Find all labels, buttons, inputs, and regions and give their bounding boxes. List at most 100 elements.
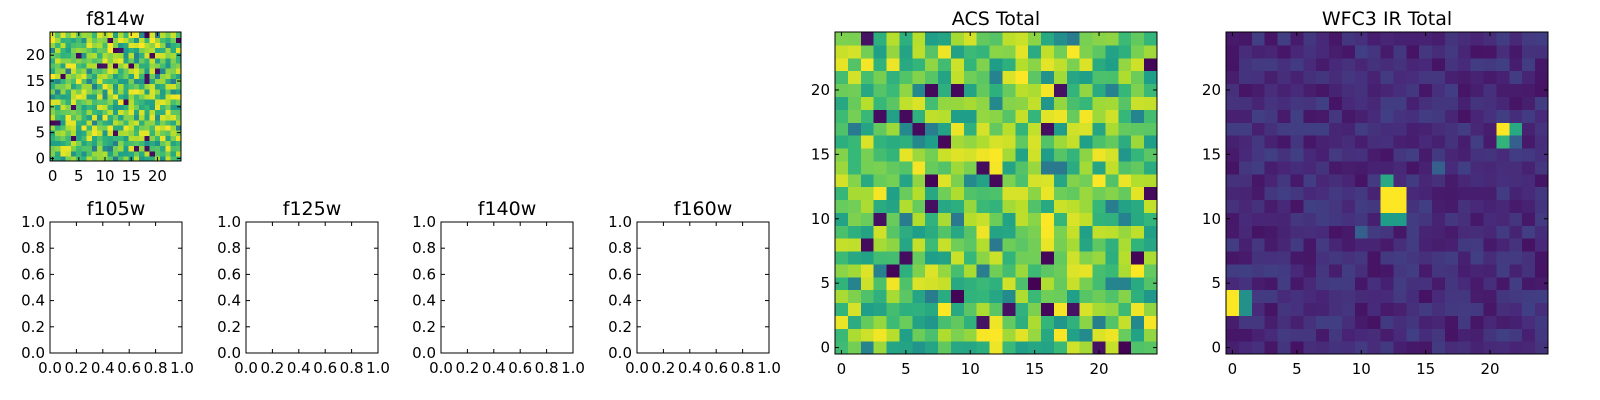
heatmap-cell	[899, 238, 913, 252]
heatmap-cell	[139, 109, 145, 116]
heatmap-cell	[835, 32, 849, 46]
heatmap-cell	[1144, 302, 1158, 316]
heatmap-cell	[1290, 32, 1304, 46]
heatmap-cell	[1483, 70, 1498, 85]
heatmap-cell	[165, 145, 172, 152]
heatmap-cell	[154, 135, 161, 141]
heatmap-cell	[1354, 263, 1369, 278]
heatmap-cell	[1041, 44, 1055, 59]
heatmap-cell	[1015, 302, 1029, 316]
heatmap-cell	[860, 315, 875, 329]
heatmap-cell	[1509, 173, 1523, 188]
heatmap-cell	[76, 83, 83, 90]
heatmap-cell	[1092, 83, 1107, 97]
heatmap-cell	[1002, 147, 1016, 162]
heatmap-cell	[899, 70, 913, 85]
heatmap-cell	[97, 130, 103, 136]
heatmap-cell	[963, 186, 978, 201]
heatmap-cell	[1419, 225, 1433, 239]
heatmap-cell	[1118, 186, 1132, 201]
heatmap-cell	[97, 124, 103, 131]
heatmap-cell	[1002, 212, 1016, 226]
heatmap-cell	[1226, 238, 1240, 252]
heatmap-cell	[1341, 173, 1356, 188]
heatmap-cell	[1015, 199, 1029, 213]
heatmap-cell	[1238, 225, 1253, 239]
heatmap-cell	[1041, 96, 1055, 110]
heatmap-cell	[1444, 44, 1459, 59]
heatmap-cell	[1496, 70, 1510, 85]
heatmap-cell	[1015, 135, 1029, 149]
y-tick-label: 0.8	[412, 239, 436, 257]
heatmap-cell	[912, 147, 926, 162]
heatmap-cell	[1406, 109, 1420, 123]
heatmap-cell	[1483, 276, 1498, 291]
heatmap-cell	[1303, 122, 1317, 136]
heatmap-cell	[112, 47, 119, 54]
heatmap-cell	[1535, 212, 1549, 226]
heatmap-cell	[1470, 276, 1485, 291]
heatmap-cell	[1316, 122, 1330, 136]
heatmap-cell	[1316, 263, 1330, 278]
heatmap-cell	[1092, 109, 1107, 123]
y-tick-label: 0	[820, 339, 830, 357]
heatmap-cell	[1118, 109, 1132, 123]
heatmap-cell	[165, 104, 172, 110]
heatmap-cell	[154, 57, 161, 64]
heatmap-cell	[81, 145, 88, 152]
heatmap-cell	[133, 130, 140, 136]
heatmap-cell	[1483, 122, 1498, 136]
heatmap-cell	[107, 150, 114, 157]
x-tick-label: 0.0	[625, 359, 649, 377]
heatmap-cell	[1393, 70, 1407, 85]
heatmap-cell	[1419, 147, 1433, 162]
heatmap-cell	[1131, 83, 1145, 97]
heatmap-cell	[925, 212, 939, 226]
axes-frame	[440, 221, 574, 354]
heatmap-cell	[1393, 160, 1407, 175]
heatmap-cell	[963, 57, 978, 72]
heatmap-cell	[133, 88, 140, 95]
heatmap-cell	[925, 57, 939, 72]
heatmap-cell	[107, 155, 114, 162]
heatmap-cell	[1457, 276, 1472, 291]
heatmap-cell	[1393, 315, 1407, 329]
heatmap-cell	[835, 302, 849, 316]
heatmap-cell	[1251, 186, 1266, 201]
x-tick-label: 15	[1025, 360, 1044, 378]
x-tick-label: 1.0	[366, 359, 390, 377]
heatmap-cell	[154, 150, 161, 157]
heatmap-cell	[938, 212, 952, 226]
heatmap-cell	[1444, 122, 1459, 136]
heatmap-cell	[989, 212, 1004, 226]
heatmap-cell	[1092, 173, 1107, 188]
heatmap-cell	[1238, 289, 1253, 304]
heatmap-cell	[1238, 302, 1253, 316]
heatmap-cell	[139, 88, 145, 95]
heatmap-cell	[70, 119, 77, 126]
heatmap-cell	[950, 315, 965, 329]
heatmap-cell	[1277, 315, 1291, 329]
heatmap-cell	[1341, 199, 1356, 213]
heatmap-cell	[1419, 289, 1433, 304]
heatmap-cell	[1238, 250, 1253, 265]
heatmap-cell	[1444, 173, 1459, 188]
heatmap-cell	[1496, 160, 1510, 175]
heatmap-cell	[847, 70, 862, 85]
heatmap-cell	[1264, 44, 1279, 59]
heatmap-cell	[1329, 341, 1343, 355]
y-tick-label: 0.2	[608, 318, 632, 336]
heatmap-cell	[1419, 263, 1433, 278]
heatmap-cell	[1277, 147, 1291, 162]
heatmap-cell	[81, 62, 88, 69]
heatmap-cells	[835, 32, 1158, 355]
heatmap-cell	[102, 37, 109, 43]
heatmap-cell	[128, 140, 135, 147]
heatmap-cell	[1238, 341, 1253, 355]
heatmap-cell	[144, 73, 151, 80]
heatmap-cell	[1238, 96, 1253, 110]
heatmap-cell	[1329, 109, 1343, 123]
heatmap-cell	[976, 70, 991, 85]
heatmap-cell	[835, 199, 849, 213]
heatmap-cell	[1015, 341, 1029, 355]
